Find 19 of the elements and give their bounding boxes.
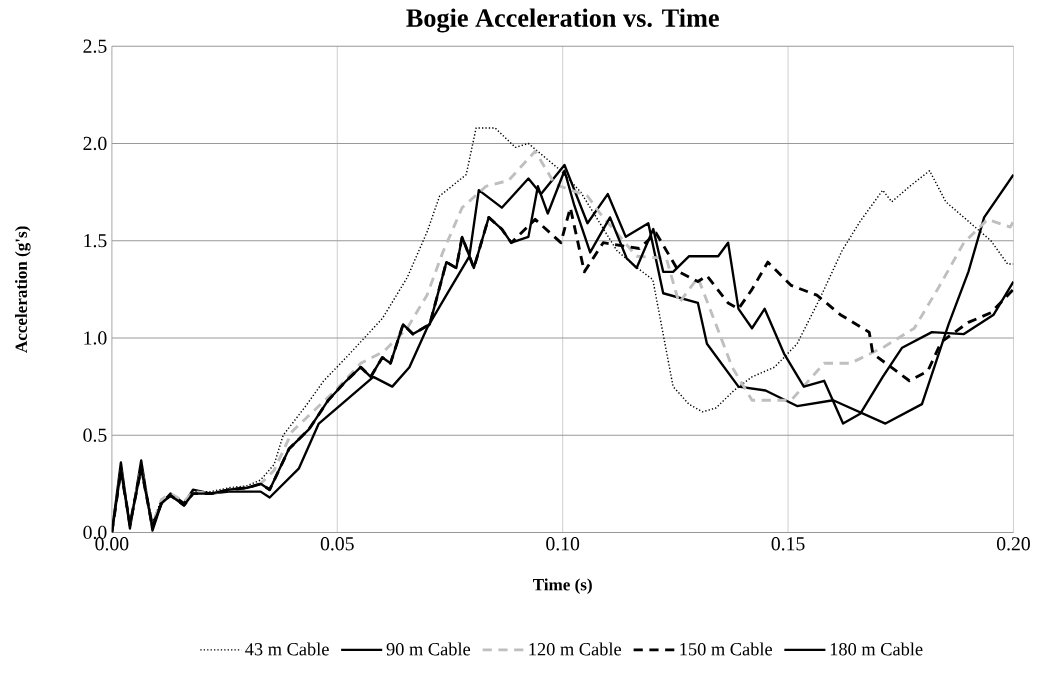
x-axis-title: Time (s) bbox=[533, 578, 592, 594]
y-tick-label: 1.5 bbox=[84, 234, 107, 248]
legend-label: 90 m Cable bbox=[386, 642, 471, 656]
legend-label: 43 m Cable bbox=[245, 642, 329, 656]
legend-label: 180 m Cable bbox=[830, 642, 923, 656]
x-tick-label: 0.15 bbox=[771, 537, 805, 551]
chart-title: Bogie Acceleration vs. Time bbox=[406, 8, 719, 33]
y-tick-label: 0.0 bbox=[83, 525, 107, 540]
y-tick-label: 2.0 bbox=[83, 136, 107, 151]
x-tick-label: 0.00 bbox=[95, 537, 129, 551]
y-tick-label: 1.0 bbox=[84, 331, 107, 345]
y-tick-label: 2.5 bbox=[83, 39, 107, 53]
legend-label: 120 m Cable bbox=[529, 642, 622, 656]
x-tick-label: 0.20 bbox=[996, 537, 1030, 551]
legend-label: 150 m Cable bbox=[680, 642, 773, 656]
y-tick-label: 0.5 bbox=[83, 428, 107, 442]
x-tick-label: 0.05 bbox=[320, 537, 354, 551]
y-axis-title: Acceleration (g's) bbox=[15, 226, 31, 353]
x-tick-label: 0.10 bbox=[546, 537, 580, 551]
